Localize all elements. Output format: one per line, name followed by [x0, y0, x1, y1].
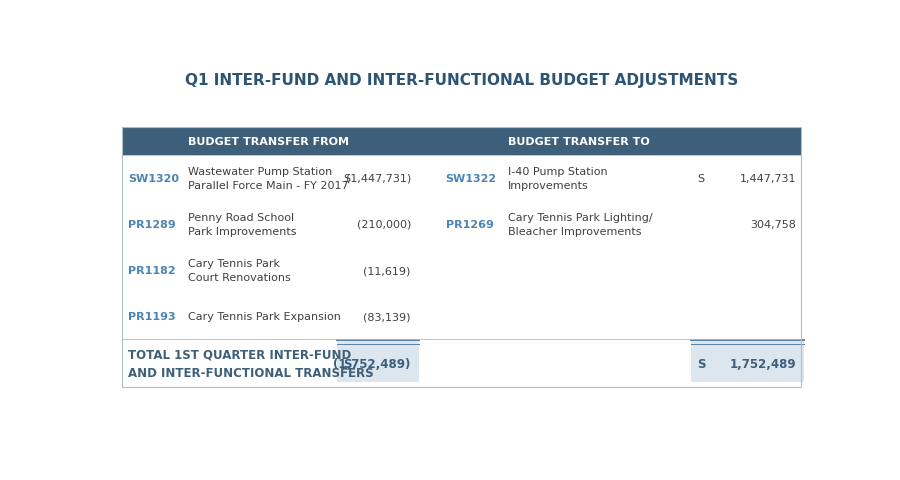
FancyBboxPatch shape: [122, 293, 801, 340]
Text: BUDGET TRANSFER TO: BUDGET TRANSFER TO: [508, 136, 650, 146]
Text: (210,000): (210,000): [356, 219, 411, 229]
Text: Q1 INTER-FUND AND INTER-FUNCTIONAL BUDGET ADJUSTMENTS: Q1 INTER-FUND AND INTER-FUNCTIONAL BUDGE…: [184, 72, 738, 87]
Text: (11,619): (11,619): [364, 265, 411, 276]
FancyBboxPatch shape: [338, 340, 418, 383]
Text: Cary Tennis Park
Court Renovations: Cary Tennis Park Court Renovations: [188, 258, 292, 282]
FancyBboxPatch shape: [122, 128, 801, 155]
Text: S: S: [344, 173, 351, 183]
Text: S: S: [698, 357, 706, 370]
Text: Cary Tennis Park Lighting/
Bleacher Improvements: Cary Tennis Park Lighting/ Bleacher Impr…: [508, 212, 652, 236]
Text: SW1320: SW1320: [128, 173, 179, 183]
FancyBboxPatch shape: [691, 340, 804, 383]
Text: S: S: [698, 173, 705, 183]
Text: (1,447,731): (1,447,731): [346, 173, 411, 183]
Text: PR1193: PR1193: [128, 312, 176, 322]
FancyBboxPatch shape: [122, 247, 801, 293]
Text: Cary Tennis Park Expansion: Cary Tennis Park Expansion: [188, 312, 341, 322]
FancyBboxPatch shape: [122, 201, 801, 247]
Text: BUDGET TRANSFER FROM: BUDGET TRANSFER FROM: [188, 136, 349, 146]
FancyBboxPatch shape: [122, 340, 801, 387]
Text: 304,758: 304,758: [751, 219, 797, 229]
Text: 1,447,731: 1,447,731: [740, 173, 796, 183]
FancyBboxPatch shape: [122, 155, 801, 201]
Text: I-40 Pump Station
Improvements: I-40 Pump Station Improvements: [508, 166, 608, 190]
Text: 1,752,489: 1,752,489: [729, 357, 796, 370]
Text: TOTAL 1ST QUARTER INTER-FUND
AND INTER-FUNCTIONAL TRANSFERS: TOTAL 1ST QUARTER INTER-FUND AND INTER-F…: [128, 348, 374, 379]
Text: (83,139): (83,139): [364, 312, 411, 322]
Text: (1,752,489): (1,752,489): [334, 357, 411, 370]
Text: PR1269: PR1269: [446, 219, 493, 229]
Text: PR1289: PR1289: [128, 219, 176, 229]
Text: S: S: [344, 357, 352, 370]
Text: PR1182: PR1182: [128, 265, 176, 276]
Text: Wastewater Pump Station
Parallel Force Main - FY 2017: Wastewater Pump Station Parallel Force M…: [188, 166, 349, 190]
Text: SW1322: SW1322: [446, 173, 497, 183]
Text: Penny Road School
Park Improvements: Penny Road School Park Improvements: [188, 212, 297, 236]
